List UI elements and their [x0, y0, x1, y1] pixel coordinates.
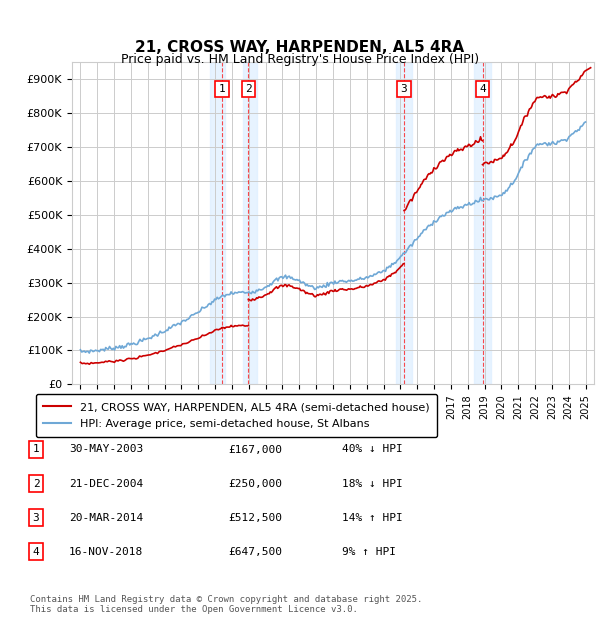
Text: 1: 1 [32, 445, 40, 454]
Text: This data is licensed under the Open Government Licence v3.0.: This data is licensed under the Open Gov… [30, 604, 358, 614]
Text: £512,500: £512,500 [228, 513, 282, 523]
Text: 18% ↓ HPI: 18% ↓ HPI [342, 479, 403, 489]
Bar [395, 62, 412, 384]
Text: 21, CROSS WAY, HARPENDEN, AL5 4RA: 21, CROSS WAY, HARPENDEN, AL5 4RA [136, 40, 464, 55]
Text: 30-MAY-2003: 30-MAY-2003 [69, 445, 143, 454]
Text: Price paid vs. HM Land Registry's House Price Index (HPI): Price paid vs. HM Land Registry's House … [121, 53, 479, 66]
Text: 3: 3 [32, 513, 40, 523]
Bar [474, 62, 491, 384]
Bar [243, 62, 257, 384]
Text: 21-DEC-2004: 21-DEC-2004 [69, 479, 143, 489]
Text: 40% ↓ HPI: 40% ↓ HPI [342, 445, 403, 454]
Text: 1: 1 [218, 84, 226, 94]
Text: 9% ↑ HPI: 9% ↑ HPI [342, 547, 396, 557]
Text: 3: 3 [401, 84, 407, 94]
Text: £167,000: £167,000 [228, 445, 282, 454]
Legend: 21, CROSS WAY, HARPENDEN, AL5 4RA (semi-detached house), HPI: Average price, sem: 21, CROSS WAY, HARPENDEN, AL5 4RA (semi-… [35, 394, 437, 436]
Text: 4: 4 [479, 84, 486, 94]
Text: £647,500: £647,500 [228, 547, 282, 557]
Text: 14% ↑ HPI: 14% ↑ HPI [342, 513, 403, 523]
Bar [210, 62, 226, 384]
Text: 16-NOV-2018: 16-NOV-2018 [69, 547, 143, 557]
Text: 2: 2 [245, 84, 251, 94]
Text: Contains HM Land Registry data © Crown copyright and database right 2025.: Contains HM Land Registry data © Crown c… [30, 595, 422, 604]
Text: £250,000: £250,000 [228, 479, 282, 489]
Text: 2: 2 [32, 479, 40, 489]
Text: 4: 4 [32, 547, 40, 557]
Text: 20-MAR-2014: 20-MAR-2014 [69, 513, 143, 523]
